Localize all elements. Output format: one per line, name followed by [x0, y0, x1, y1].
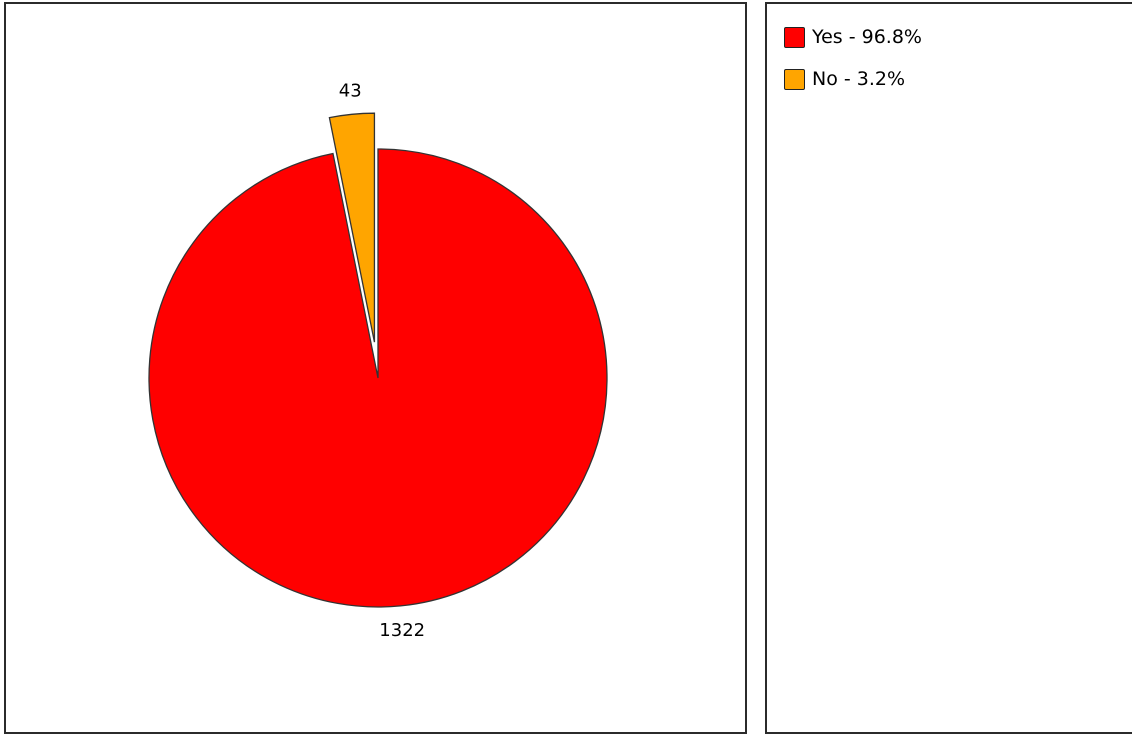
legend-item-no: No - 3.2% — [784, 66, 905, 92]
legend-item-yes: Yes - 96.8% — [784, 24, 922, 50]
legend-swatch-yes — [784, 26, 805, 48]
legend-panel — [765, 2, 1132, 734]
legend-swatch-no — [784, 68, 805, 90]
legend-label-yes: Yes - 96.8% — [812, 26, 922, 48]
legend-label-no: No - 3.2% — [812, 68, 906, 90]
plot-panel — [4, 2, 747, 734]
